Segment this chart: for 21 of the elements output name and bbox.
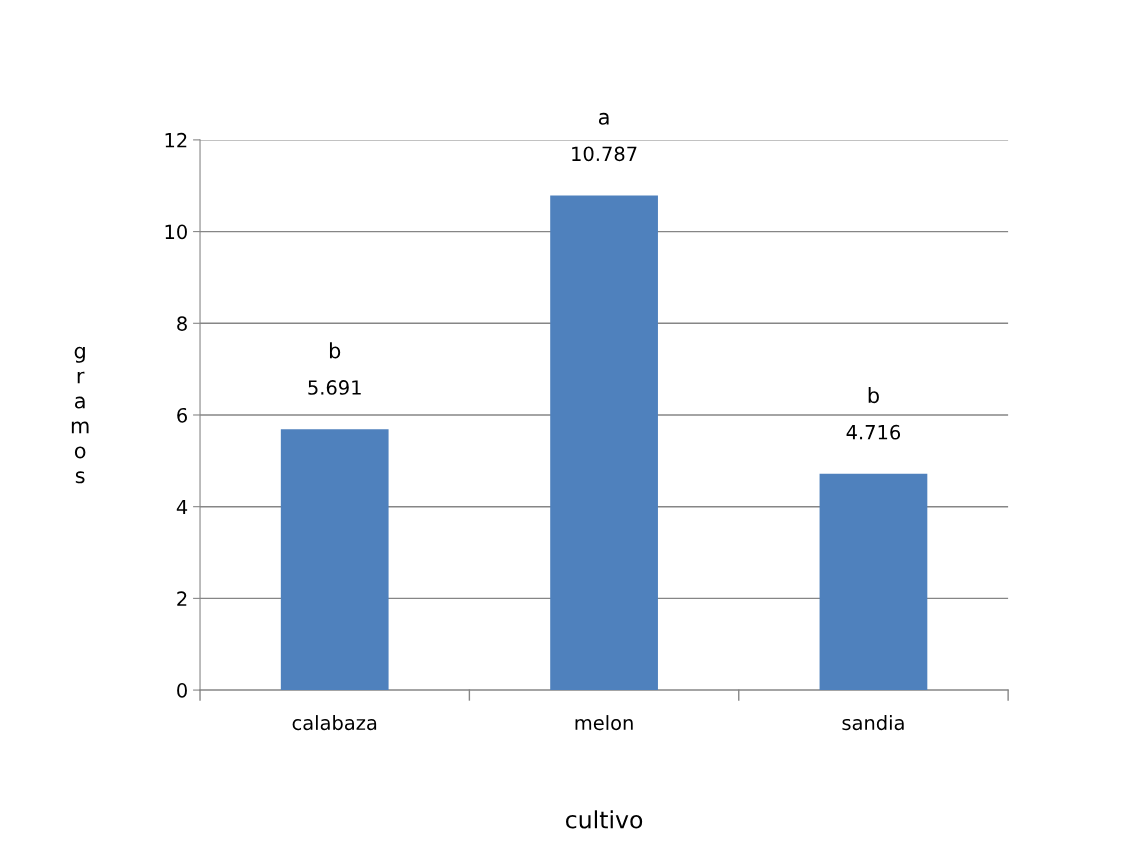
annotation: b [329,342,341,359]
y-tick-label: 10 [165,224,187,240]
x-tick-label: melon [575,715,633,731]
data-label: 5.691 [308,380,361,395]
y-tick-label: 0 [177,683,187,698]
x-tick-label: calabaza [292,715,377,731]
data-label: 10.787 [572,146,637,162]
bar [550,195,658,691]
x-axis-title: cultivo [566,810,643,829]
text: a [598,112,609,125]
y-axis-title: gramos [71,346,89,484]
y-tick-label: 6 [177,407,187,423]
y-tick-label: 8 [177,316,187,331]
y-tick-label: 4 [176,499,188,515]
bar [819,473,928,691]
annotation: b [868,387,879,404]
y-tick-label: 12 [165,132,187,148]
y-tick-label: 2 [177,591,187,606]
x-tick-label: sandia [842,715,904,731]
bar [280,429,389,691]
data-label: 4.716 [846,424,901,440]
